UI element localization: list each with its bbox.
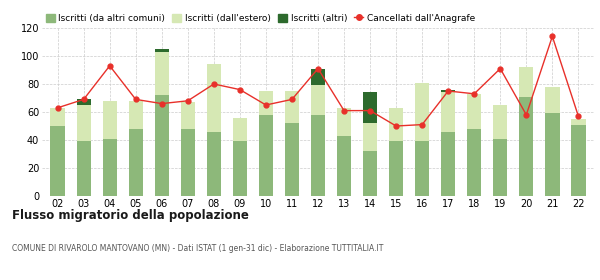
Bar <box>181 102 195 129</box>
Bar <box>571 125 586 196</box>
Bar <box>363 123 377 151</box>
Bar <box>363 151 377 196</box>
Bar <box>50 126 65 196</box>
Bar <box>311 115 325 196</box>
Bar <box>128 129 143 196</box>
Bar <box>441 90 455 92</box>
Bar <box>285 91 299 123</box>
Legend: Iscritti (da altri comuni), Iscritti (dall'estero), Iscritti (altri), Cancellati: Iscritti (da altri comuni), Iscritti (da… <box>42 10 479 26</box>
Bar <box>571 119 586 125</box>
Bar <box>103 139 117 196</box>
Bar <box>493 139 508 196</box>
Bar <box>259 91 273 115</box>
Bar <box>415 83 430 141</box>
Bar <box>50 108 65 126</box>
Bar <box>181 129 195 196</box>
Bar <box>155 95 169 196</box>
Bar <box>285 123 299 196</box>
Text: COMUNE DI RIVAROLO MANTOVANO (MN) - Dati ISTAT (1 gen-31 dic) - Elaborazione TUT: COMUNE DI RIVAROLO MANTOVANO (MN) - Dati… <box>12 244 383 253</box>
Bar <box>519 67 533 97</box>
Bar <box>155 49 169 52</box>
Bar <box>545 87 560 113</box>
Bar <box>155 52 169 95</box>
Bar <box>389 141 403 196</box>
Bar <box>415 141 430 196</box>
Bar <box>206 132 221 196</box>
Bar <box>441 92 455 132</box>
Bar <box>128 101 143 129</box>
Bar <box>337 136 351 196</box>
Bar <box>467 129 481 196</box>
Bar <box>259 115 273 196</box>
Bar <box>233 118 247 141</box>
Bar <box>519 97 533 196</box>
Bar <box>233 141 247 196</box>
Bar <box>389 108 403 141</box>
Bar <box>77 141 91 196</box>
Bar <box>77 99 91 105</box>
Text: Flusso migratorio della popolazione: Flusso migratorio della popolazione <box>12 209 249 221</box>
Bar <box>103 101 117 139</box>
Bar <box>337 108 351 136</box>
Bar <box>311 85 325 115</box>
Bar <box>206 64 221 132</box>
Bar <box>545 113 560 196</box>
Bar <box>467 94 481 129</box>
Bar <box>363 92 377 123</box>
Bar <box>311 69 325 85</box>
Bar <box>493 105 508 139</box>
Bar <box>441 132 455 196</box>
Bar <box>77 105 91 141</box>
